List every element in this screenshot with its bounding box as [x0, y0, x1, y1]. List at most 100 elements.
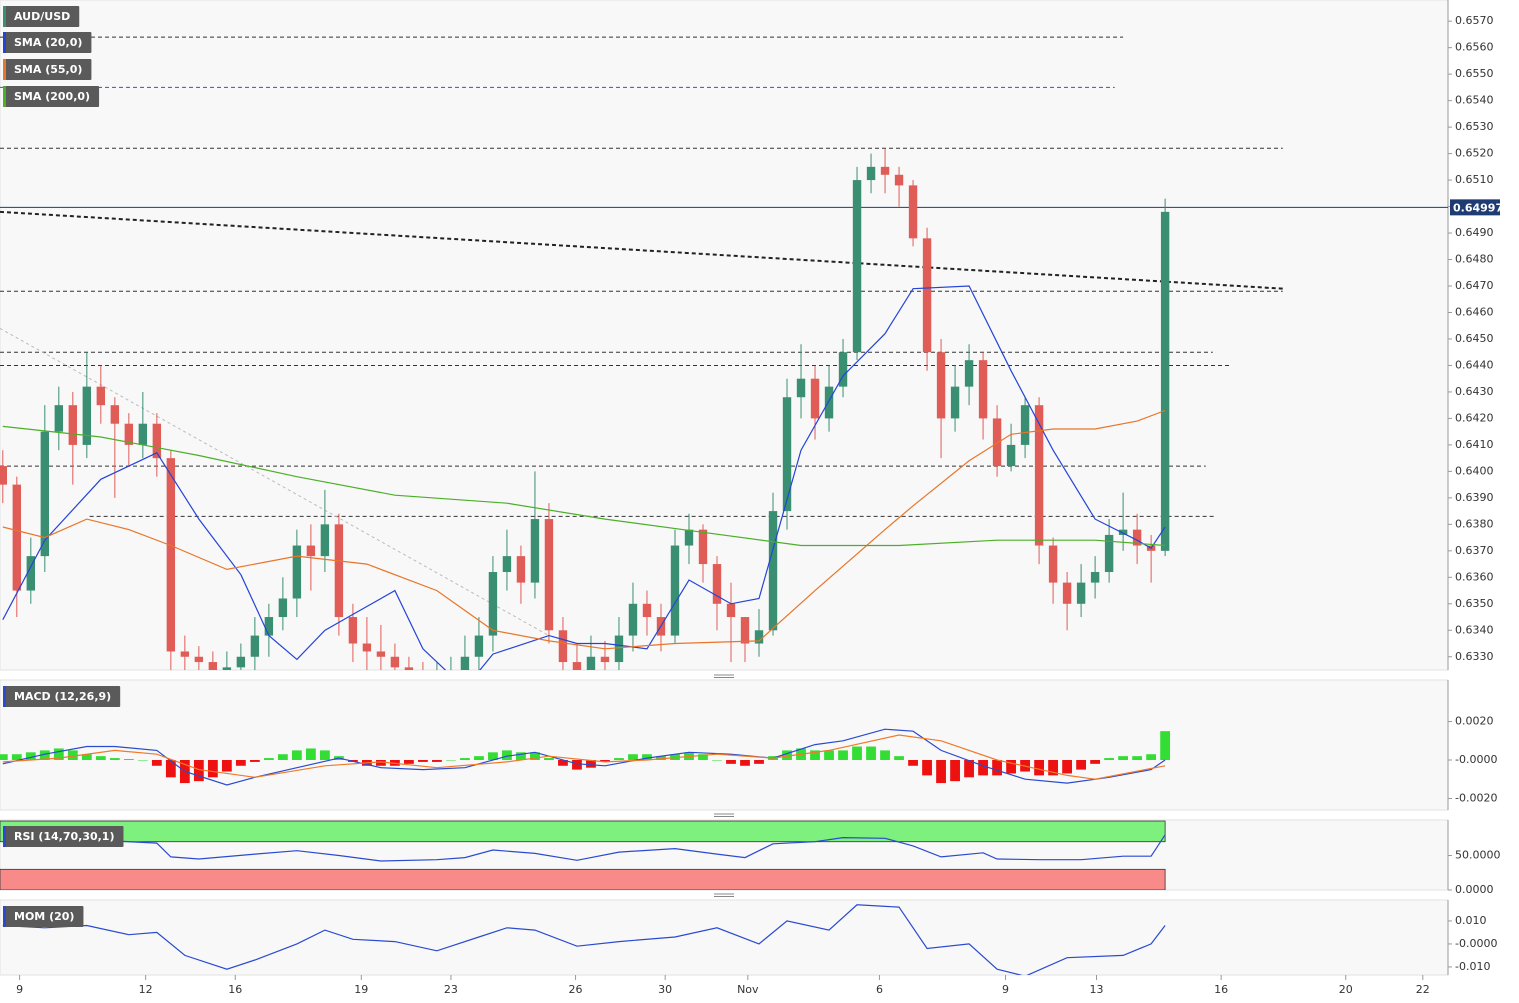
candle-body — [222, 667, 232, 670]
panel-title-stripe — [3, 686, 6, 707]
candle-body — [1062, 582, 1072, 604]
histogram-bar — [992, 760, 1002, 776]
candle-body — [908, 185, 918, 239]
x-tick-label: 13 — [1090, 983, 1104, 996]
candle-body — [950, 386, 960, 419]
histogram-bar — [866, 746, 876, 760]
histogram-bar — [530, 752, 540, 760]
candle-body — [530, 519, 540, 583]
histogram-bar — [0, 754, 8, 760]
y-tick-label: 0.6520 — [1455, 147, 1494, 160]
y-tick-label: 0.6360 — [1455, 570, 1494, 583]
y-tick-label: 0.6400 — [1455, 464, 1494, 477]
candle-body — [54, 405, 64, 432]
candle-body — [96, 386, 106, 406]
candle-body — [992, 418, 1002, 467]
x-tick-label: 16 — [228, 983, 242, 996]
candle-body — [40, 431, 50, 557]
y-tick-label: 0.6510 — [1455, 173, 1494, 186]
y-tick-label: -0.0000 — [1455, 937, 1497, 950]
y-tick-label: 0.6570 — [1455, 14, 1494, 27]
histogram-bar — [642, 754, 652, 760]
candle-body — [670, 545, 680, 636]
y-tick-label: 0.6440 — [1455, 358, 1494, 371]
candle-body — [936, 352, 946, 419]
histogram-bar — [1062, 760, 1072, 774]
plot-area — [0, 820, 1166, 890]
histogram-bar — [922, 760, 932, 776]
histogram-bar — [193, 760, 204, 782]
histogram-bar — [950, 760, 960, 782]
histogram-bar — [376, 760, 386, 766]
candle-body — [824, 386, 834, 419]
legend-entry: SMA (55,0) — [14, 63, 82, 76]
histogram-bar — [852, 746, 862, 760]
candle-body — [0, 466, 8, 485]
candle-body — [684, 529, 694, 546]
candle-body — [712, 564, 722, 604]
candle-body — [264, 617, 274, 636]
histogram-bar — [572, 760, 582, 770]
candle-body — [1118, 529, 1128, 535]
histogram-bar — [698, 754, 708, 760]
legend-entry-box — [3, 86, 100, 107]
panel-title-box — [3, 686, 121, 707]
indicator-line — [2, 409, 1166, 650]
x-tick-label: 6 — [876, 983, 883, 996]
y-tick-label: 0.6450 — [1455, 332, 1494, 345]
candle-body — [1076, 582, 1086, 604]
candle-body — [166, 458, 176, 652]
candle-body — [502, 556, 512, 573]
candle-body — [838, 352, 848, 387]
indicator-line — [2, 834, 1166, 862]
candle-body — [558, 630, 568, 663]
histogram-bar — [600, 760, 610, 762]
y-tick-label: 0.6480 — [1455, 253, 1494, 266]
y-tick-label: 0.6470 — [1455, 279, 1494, 292]
candle-body — [362, 643, 372, 652]
legend-entry-stripe — [3, 86, 6, 107]
legend-entry: SMA (200,0) — [14, 90, 90, 103]
y-tick-label: -0.0020 — [1455, 791, 1497, 804]
legend-entry-stripe — [3, 32, 6, 53]
legend-title: AUD/USD — [14, 10, 70, 23]
histogram-bar — [221, 760, 232, 772]
candle-body — [460, 656, 470, 670]
legend-entry: SMA (20,0) — [14, 36, 82, 49]
histogram-bar — [1048, 760, 1058, 776]
x-tick-label: 9 — [1002, 983, 1009, 996]
panel-title: RSI (14,70,30,1) — [14, 830, 114, 843]
histogram-bar — [782, 750, 792, 760]
candle-body — [152, 423, 162, 459]
last-price-label: 0.64997 — [1453, 201, 1503, 214]
candle-body — [726, 603, 736, 618]
histogram-bar — [67, 750, 78, 760]
trend-line — [0, 327, 550, 637]
histogram-bar — [151, 760, 162, 766]
indicator-line — [2, 285, 1166, 670]
last-price-box — [1450, 199, 1500, 216]
histogram-bar — [249, 760, 260, 762]
histogram-bar — [488, 752, 498, 760]
histogram-bar — [137, 760, 148, 761]
histogram-bar — [1104, 758, 1115, 760]
histogram-bar — [880, 750, 890, 760]
indicator-line — [2, 904, 1166, 975]
histogram-bar — [95, 756, 106, 760]
histogram-bar — [810, 750, 820, 760]
candle-body — [1132, 529, 1142, 546]
candle-body — [1048, 545, 1058, 583]
candle-body — [740, 617, 750, 644]
candle-body — [250, 635, 260, 657]
y-tick-label: 0.6340 — [1455, 623, 1494, 636]
candle-body — [376, 651, 386, 657]
panel-background — [0, 679, 1449, 811]
candle-body — [852, 180, 862, 353]
candle-body — [82, 386, 92, 445]
candle-body — [488, 572, 498, 636]
candle-body — [278, 598, 288, 618]
histogram-bar — [824, 750, 834, 760]
y-tick-label: 0.6560 — [1455, 41, 1494, 54]
y-tick-label: 0.6490 — [1455, 226, 1494, 239]
